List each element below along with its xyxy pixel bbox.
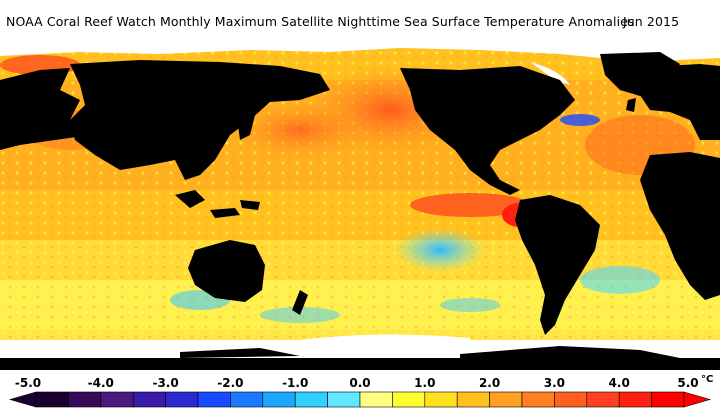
legend-swatch — [197, 391, 231, 408]
australia — [188, 240, 265, 302]
legend-arrow-high — [683, 391, 712, 408]
legend-swatch — [262, 391, 296, 408]
world-sst-anomaly-map — [0, 40, 720, 370]
legend-swatch — [165, 391, 199, 408]
title-text: NOAA Coral Reef Watch Monthly Maximum Sa… — [6, 14, 635, 29]
north-america — [400, 66, 575, 195]
map-title: NOAA Coral Reef Watch Monthly Maximum Sa… — [6, 14, 716, 29]
legend-swatch — [35, 391, 69, 408]
legend-tick-label: -3.0 — [152, 376, 179, 390]
legend-arrow-low — [8, 391, 37, 408]
legend-swatch — [392, 391, 426, 408]
legend-tick-label: 4.0 — [608, 376, 630, 390]
legend-swatch — [489, 391, 523, 408]
arctic-ice — [0, 40, 720, 62]
legend-swatch — [586, 391, 620, 408]
legend-tick-label: 2.0 — [478, 376, 501, 390]
legend-tick-label: 0.0 — [349, 376, 371, 390]
legend-tick-label: -4.0 — [87, 376, 114, 390]
africa — [640, 152, 720, 300]
equatorial-pacific-warm-anomaly — [410, 193, 530, 217]
south-america — [515, 195, 600, 335]
legend-swatch — [132, 391, 166, 408]
legend-swatch — [554, 391, 588, 408]
legend-swatch — [327, 391, 361, 408]
land-masses — [0, 52, 720, 370]
legend-swatch — [359, 391, 393, 408]
legend-color-bar — [8, 391, 712, 408]
legend-swatch — [618, 391, 652, 408]
legend-tick-label: -1.0 — [282, 376, 309, 390]
legend-unit: °C — [701, 374, 714, 385]
legend-swatch — [424, 391, 458, 408]
legend-tick-label: -2.0 — [217, 376, 244, 390]
legend-swatch — [456, 391, 490, 408]
europe — [630, 64, 720, 140]
north-america-west — [0, 68, 90, 150]
legend-tick-label: 1.0 — [414, 376, 436, 390]
legend-swatch — [100, 391, 134, 408]
legend-tick-label: -5.0 — [14, 376, 42, 390]
legend-swatch — [294, 391, 328, 408]
date-label: Jun 2015 — [623, 14, 680, 29]
legend-tick-label: 3.0 — [543, 376, 566, 390]
legend-tick-label: 5.0 — [677, 376, 699, 390]
map-canvas — [0, 40, 720, 370]
legend-swatch — [230, 391, 264, 408]
legend-swatch — [651, 391, 685, 408]
legend-swatch — [521, 391, 555, 408]
legend-swatch — [68, 391, 102, 408]
asia — [70, 60, 330, 180]
south-pacific-cool-anomaly — [395, 228, 485, 272]
antarctica — [0, 358, 720, 370]
color-scale-legend: -5.0 -4.0 -3.0 -2.0 -1.0 0.0 1.0 2.0 3.0 4.0 5.0 °… — [0, 372, 720, 411]
